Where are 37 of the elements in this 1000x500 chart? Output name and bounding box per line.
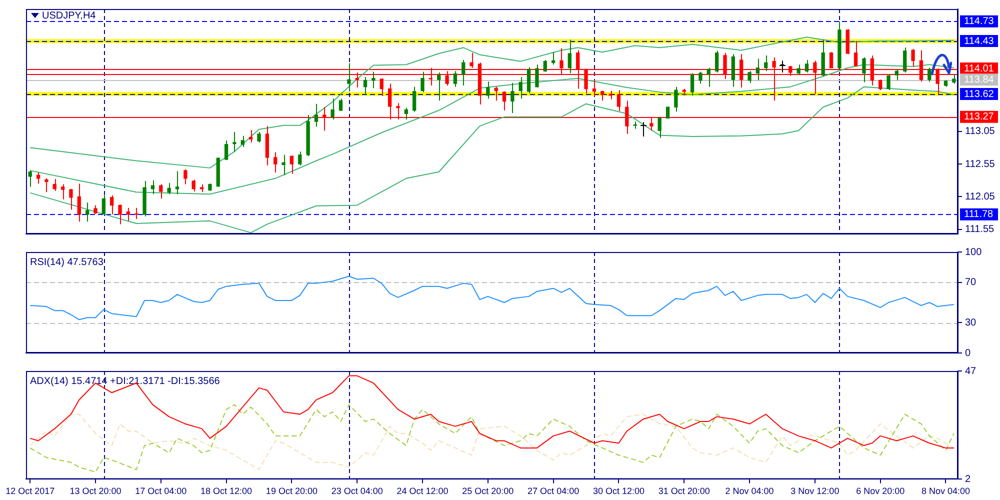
x-tick-label: 12 Oct 2017 [6,486,55,496]
ref-line-label: 113.84 [964,74,994,86]
ref-line-label: 114.01 [964,63,994,74]
x-tick-label: 30 Oct 12:00 [592,486,644,496]
ref-line-label: 113.27 [964,112,994,123]
y-tick-label: 112.55 [965,158,996,170]
y-tick-label: 2 [965,474,971,485]
ref-line-label: 114.73 [964,16,994,28]
ref-line-label: 113.62 [964,88,994,100]
x-tick-label: 2 Nov 04:00 [725,486,774,496]
y-tick-label: 111.55 [965,224,995,236]
y-tick-label: 100 [965,246,982,258]
y-tick-label: 113.05 [965,126,996,138]
x-tick-label: 24 Oct 12:00 [396,486,448,496]
y-tick-label: 30 [965,317,977,328]
x-tick-label: 8 Nov 04:00 [921,486,970,496]
x-tick-label: 31 Oct 20:00 [658,486,710,496]
y-tick-label: 112.05 [965,191,996,202]
x-tick-label: 23 Oct 04:00 [331,486,383,496]
x-tick-label: 18 Oct 12:00 [200,486,252,496]
line-series [30,404,954,472]
y-tick-label: 47 [965,366,977,377]
x-tick-label: 3 Nov 12:00 [790,486,840,496]
chart-title: USDJPY,H4 [42,10,96,22]
candlestick [633,121,637,130]
x-tick-label: 19 Oct 20:00 [266,486,318,496]
ref-line-label: 111.78 [964,209,994,220]
x-tick-label: 27 Oct 04:00 [528,486,580,496]
x-tick-label: 6 Nov 20:00 [856,486,905,496]
x-tick-label: 17 Oct 04:00 [135,486,187,496]
line-series [30,414,954,470]
ref-line-label: 114.43 [964,36,994,47]
y-tick-label: 0 [965,348,971,359]
x-tick-label: 25 Oct 20:00 [462,486,514,496]
text: RSI(14) 47.5763 [30,256,104,268]
y-tick-label: 70 [965,277,977,288]
x-tick-label: 13 Oct 20:00 [70,486,122,496]
